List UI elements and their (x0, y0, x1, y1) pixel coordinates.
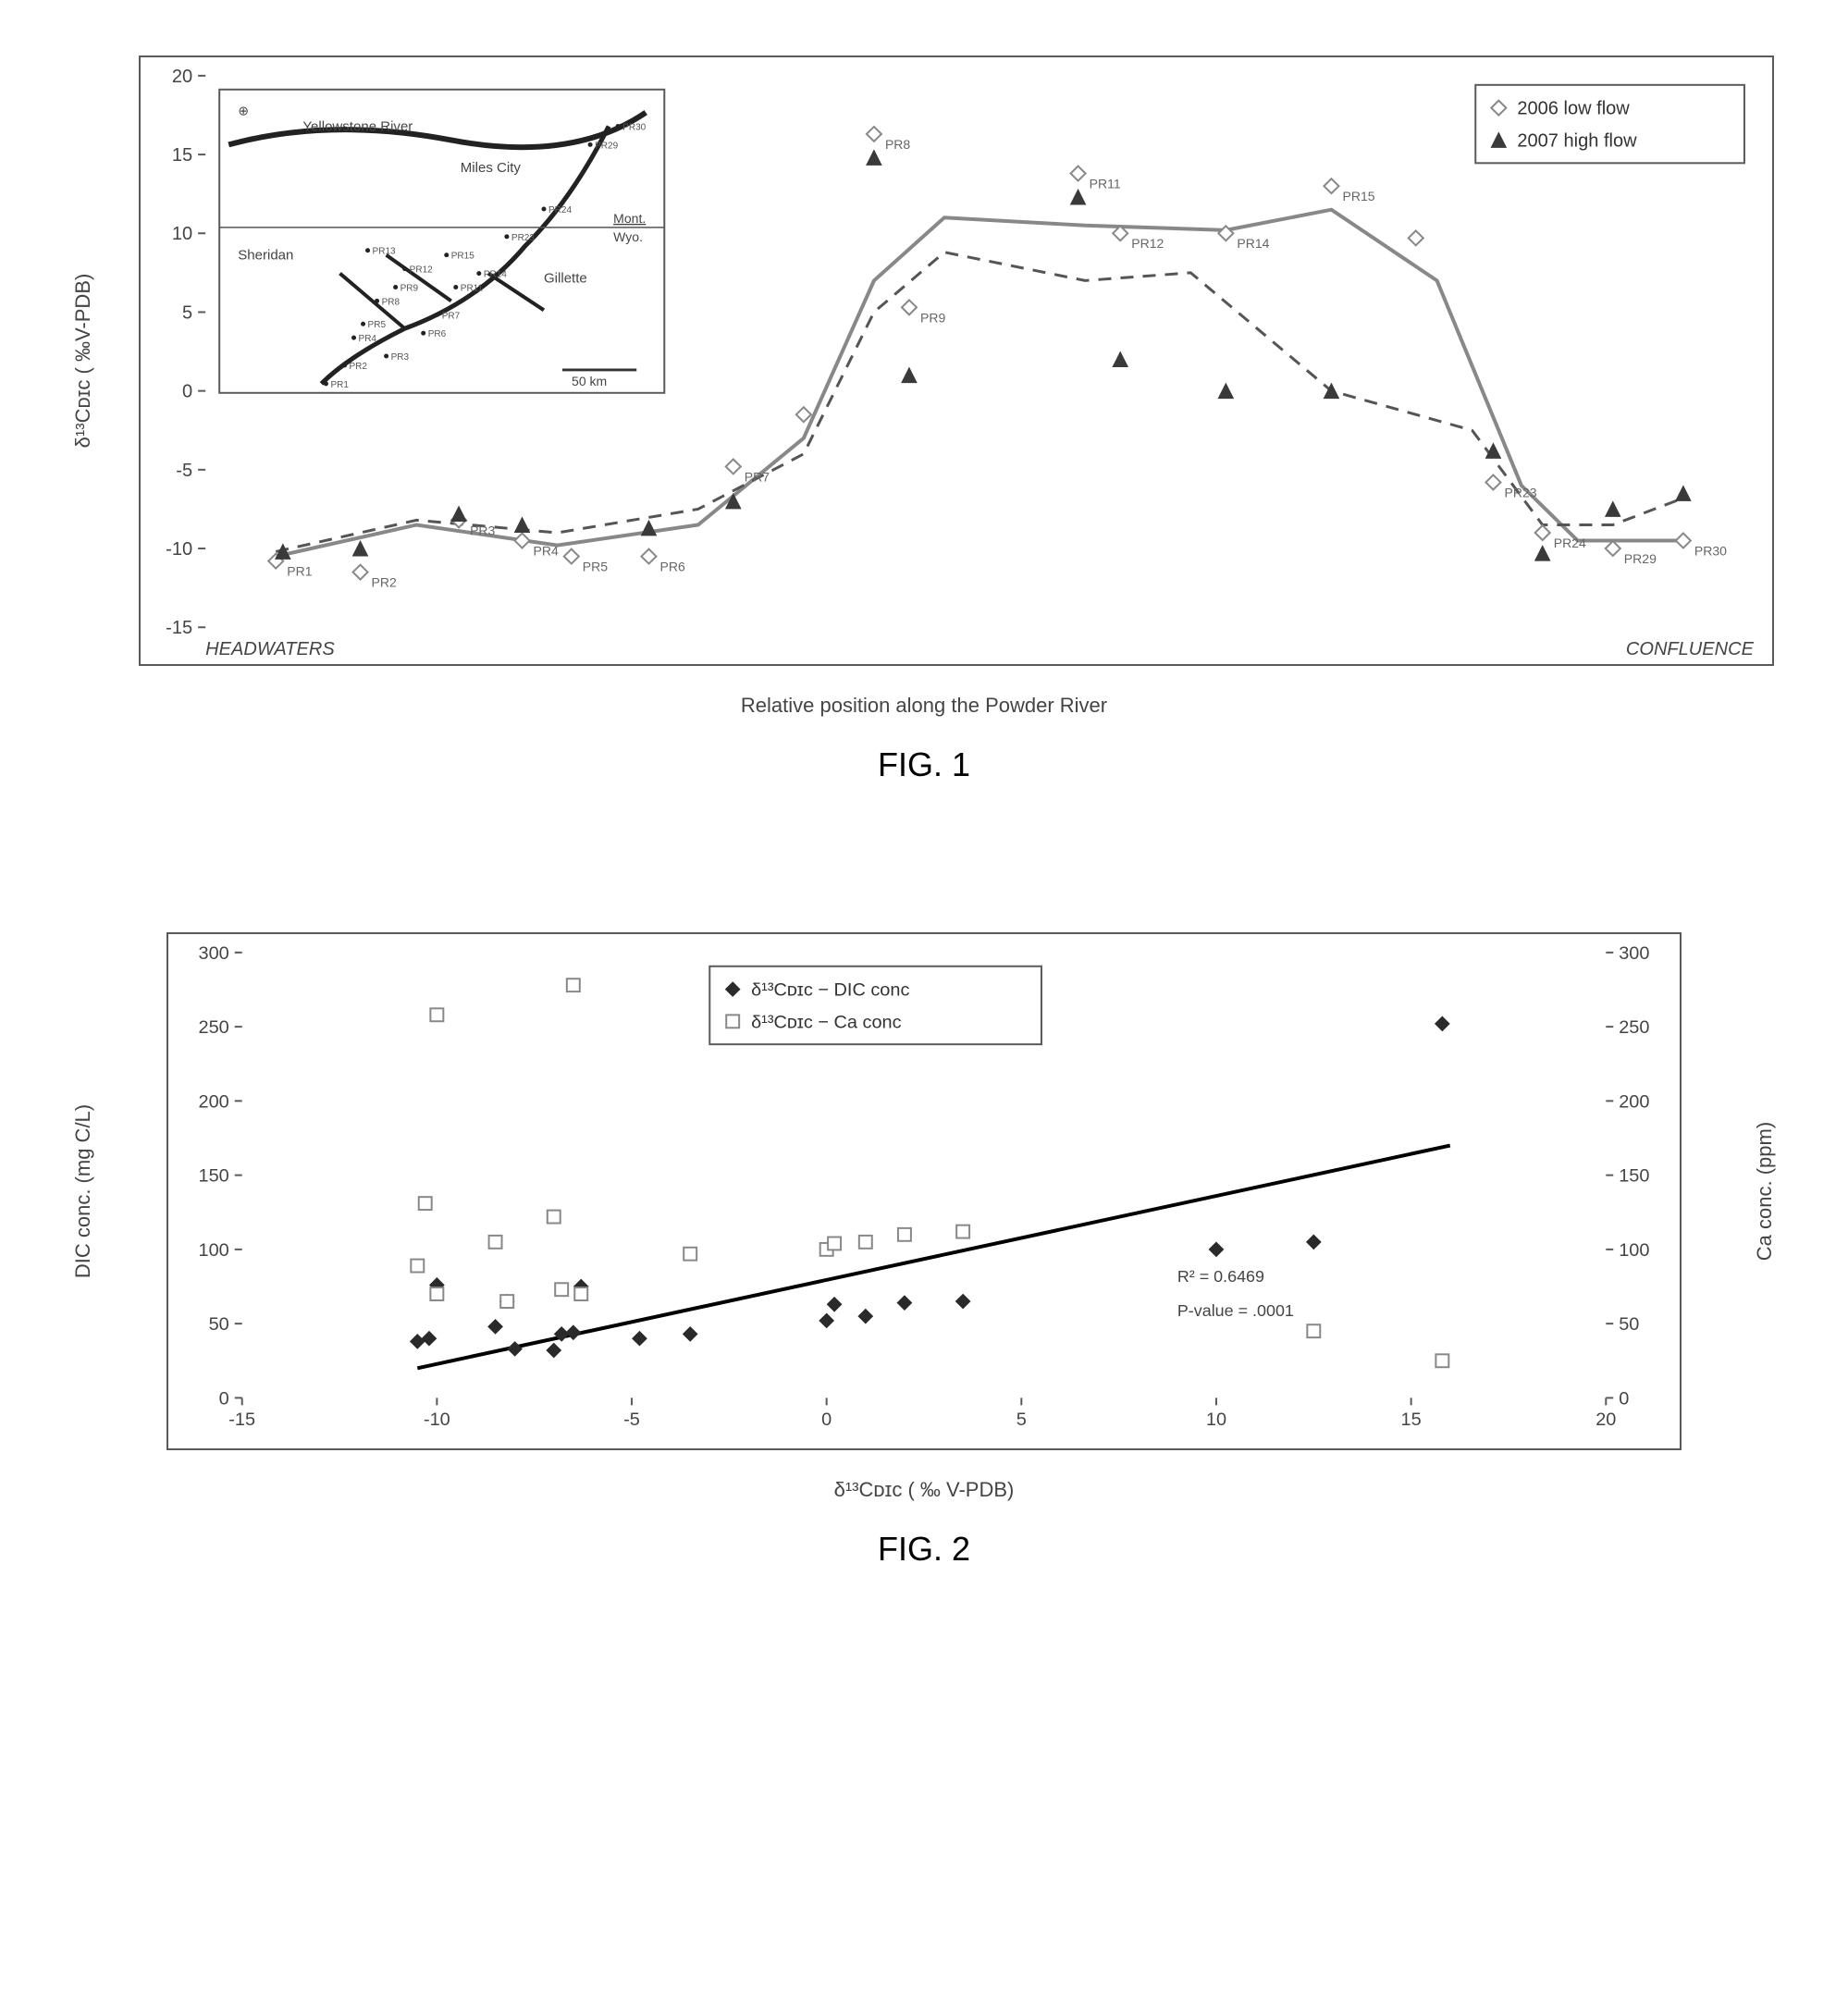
svg-text:-15: -15 (166, 618, 192, 638)
svg-text:PR9: PR9 (400, 283, 419, 293)
svg-text:PR29: PR29 (595, 141, 618, 151)
fig1-xlabel: Relative position along the Powder River (74, 694, 1774, 718)
svg-text:PR15: PR15 (451, 252, 474, 262)
svg-text:⊕: ⊕ (238, 104, 249, 118)
svg-text:150: 150 (199, 1166, 229, 1187)
svg-text:PR4: PR4 (359, 334, 377, 344)
fig2-plot-frame: 050100150200250300050100150200250300-15-… (166, 932, 1682, 1450)
svg-text:Miles City: Miles City (461, 160, 522, 176)
svg-text:PR23: PR23 (1504, 485, 1536, 499)
svg-text:PR3: PR3 (470, 523, 496, 537)
svg-text:PR24: PR24 (548, 205, 572, 215)
svg-text:P-value = .0001: P-value = .0001 (1177, 1301, 1294, 1320)
svg-text:250: 250 (1619, 1017, 1649, 1038)
svg-text:0: 0 (821, 1410, 832, 1430)
svg-text:Wyo.: Wyo. (613, 229, 643, 244)
svg-text:PR8: PR8 (885, 137, 911, 152)
svg-text:CONFLUENCE: CONFLUENCE (1626, 639, 1755, 659)
svg-text:-5: -5 (176, 461, 192, 481)
svg-text:δ¹³Cᴅɪᴄ − Ca conc: δ¹³Cᴅɪᴄ − Ca conc (751, 1012, 902, 1032)
svg-text:PR12: PR12 (1131, 236, 1164, 251)
svg-text:Gillette: Gillette (544, 271, 587, 287)
svg-text:R² = 0.6469: R² = 0.6469 (1177, 1267, 1264, 1286)
svg-text:5: 5 (1016, 1410, 1027, 1430)
svg-text:300: 300 (1619, 943, 1649, 964)
svg-text:100: 100 (1619, 1240, 1649, 1261)
svg-text:150: 150 (1619, 1166, 1649, 1187)
svg-text:PR30: PR30 (1694, 543, 1727, 558)
svg-text:PR3: PR3 (391, 352, 410, 363)
svg-text:200: 200 (199, 1091, 229, 1112)
svg-text:100: 100 (199, 1240, 229, 1261)
svg-text:2006 low flow: 2006 low flow (1517, 99, 1630, 119)
svg-text:PR14: PR14 (1237, 236, 1269, 251)
svg-text:-10: -10 (424, 1410, 450, 1430)
svg-text:PR8: PR8 (382, 297, 400, 307)
fig1-ylabel: δ¹³Cᴅɪᴄ ( ‰V-PDB) (71, 176, 95, 546)
svg-text:PR23: PR23 (511, 233, 535, 243)
svg-text:300: 300 (199, 943, 229, 964)
svg-text:200: 200 (1619, 1091, 1649, 1112)
svg-text:PR1: PR1 (287, 564, 313, 579)
svg-text:PR15: PR15 (1342, 189, 1374, 203)
svg-text:0: 0 (182, 382, 192, 402)
svg-text:15: 15 (1401, 1410, 1422, 1430)
svg-text:50: 50 (209, 1314, 229, 1335)
svg-text:250: 250 (199, 1017, 229, 1038)
svg-text:-5: -5 (623, 1410, 640, 1430)
svg-text:2007 high flow: 2007 high flow (1517, 130, 1637, 151)
fig1-svg: -15-10-505101520HEADWATERSCONFLUENCEPR1P… (141, 57, 1772, 664)
svg-text:PR24: PR24 (1554, 536, 1586, 550)
svg-text:PR7: PR7 (745, 469, 770, 484)
figure-2-block: DIC conc. (mg C/L) Ca conc. (ppm) 050100… (74, 932, 1774, 1569)
svg-text:PR9: PR9 (920, 310, 946, 325)
svg-text:10: 10 (172, 224, 192, 244)
svg-text:HEADWATERS: HEADWATERS (205, 639, 335, 659)
svg-text:15: 15 (172, 145, 192, 166)
svg-text:20: 20 (172, 67, 192, 87)
svg-text:Yellowstone River: Yellowstone River (302, 119, 413, 135)
svg-text:PR7: PR7 (442, 311, 461, 321)
svg-text:PR5: PR5 (583, 560, 609, 574)
svg-text:δ¹³Cᴅɪᴄ − DIC conc: δ¹³Cᴅɪᴄ − DIC conc (751, 980, 909, 1001)
svg-text:50 km: 50 km (572, 374, 607, 388)
fig1-plot-frame: -15-10-505101520HEADWATERSCONFLUENCEPR1P… (139, 55, 1774, 666)
svg-text:Sheridan: Sheridan (238, 248, 293, 264)
fig2-caption: FIG. 2 (74, 1530, 1774, 1569)
svg-text:50: 50 (1619, 1314, 1639, 1335)
svg-text:0: 0 (1619, 1388, 1629, 1409)
svg-text:PR29: PR29 (1624, 551, 1657, 566)
svg-text:PR13: PR13 (373, 247, 396, 257)
svg-text:PR12: PR12 (410, 265, 433, 276)
svg-text:PR30: PR30 (622, 123, 646, 133)
svg-text:20: 20 (1595, 1410, 1616, 1430)
fig2-svg: 050100150200250300050100150200250300-15-… (168, 934, 1680, 1448)
svg-text:10: 10 (1206, 1410, 1226, 1430)
fig2-xlabel: δ¹³Cᴅɪᴄ ( ‰ V-PDB) (74, 1478, 1774, 1502)
svg-text:PR2: PR2 (350, 362, 368, 372)
svg-text:PR6: PR6 (428, 329, 447, 339)
svg-text:Mont.: Mont. (613, 211, 646, 226)
svg-text:PR6: PR6 (660, 560, 686, 574)
svg-text:-15: -15 (228, 1410, 255, 1430)
svg-text:PR4: PR4 (534, 543, 560, 558)
svg-text:-10: -10 (166, 539, 192, 560)
svg-text:PR2: PR2 (372, 575, 398, 590)
svg-text:PR14: PR14 (484, 270, 507, 280)
fig2-ylabel-right: Ca conc. (ppm) (1753, 1006, 1777, 1376)
fig2-ylabel-left: DIC conc. (mg C/L) (71, 1006, 95, 1376)
svg-text:PR11: PR11 (461, 283, 484, 293)
svg-text:0: 0 (219, 1388, 229, 1409)
svg-text:PR11: PR11 (1090, 176, 1121, 191)
svg-text:5: 5 (182, 302, 192, 323)
figure-1-block: δ¹³Cᴅɪᴄ ( ‰V-PDB) -15 -10 -5 0 5 10 15 20 HEADWA… (74, 55, 1774, 784)
svg-text:PR1: PR1 (330, 380, 349, 390)
fig1-caption: FIG. 1 (74, 745, 1774, 784)
svg-text:PR5: PR5 (368, 320, 387, 330)
